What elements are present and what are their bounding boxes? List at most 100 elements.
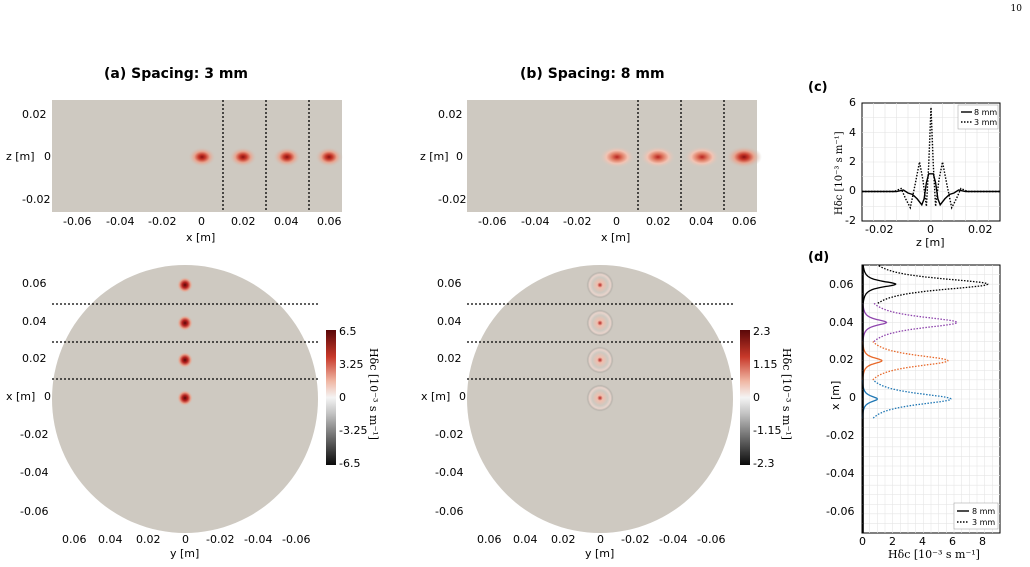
source-spot — [684, 146, 720, 168]
x-tick: -0.04 — [521, 215, 550, 228]
colorbar-title: Hδc [10⁻³ s m⁻¹] — [780, 348, 793, 440]
y-tick: 0 — [597, 533, 604, 546]
z-axis-label: z [m] — [6, 150, 35, 163]
source-spot — [177, 390, 193, 406]
source-spot — [315, 147, 343, 167]
x-tick: 6 — [949, 535, 956, 548]
legend-box — [957, 104, 999, 130]
x-tick: 8 — [979, 535, 986, 548]
y-tick: -0.06 — [826, 505, 855, 518]
colorbar-gradient — [326, 330, 336, 465]
panel-a-title: (a) Spacing: 3 mm — [104, 66, 249, 82]
x-tick: 0.06 — [437, 277, 462, 290]
series-line-3-mm — [862, 107, 1000, 210]
colorbar-tick: 0 — [753, 391, 760, 404]
y-tick: -0.06 — [697, 533, 726, 546]
x-tick: -0.02 — [148, 215, 177, 228]
x-tick: 0.06 — [317, 215, 342, 228]
y-tick: 0.04 — [829, 316, 854, 329]
series-peak-3-mm — [877, 264, 989, 304]
colorbar-tick: 1.15 — [753, 358, 778, 371]
chart-d: 8 mm 3 mm — [861, 264, 1001, 534]
legend: 8 mm3 mm — [957, 104, 999, 130]
colorbar-tick: 6.5 — [339, 325, 357, 338]
panel-b-top-field — [467, 100, 762, 212]
x-axis-label: x [m] — [601, 231, 631, 244]
x-tick: -0.02 — [563, 215, 592, 228]
colorbar-title: Hδc [10⁻³ s m⁻¹] — [367, 348, 380, 440]
z-tick: -0.02 — [22, 193, 51, 206]
colorbar-tick: -1.15 — [753, 424, 782, 437]
source-ring — [586, 384, 614, 412]
x-axis-label: Hδc [10⁻³ s m⁻¹] — [888, 548, 980, 561]
colorbar-b — [740, 330, 750, 465]
legend-label: 3 mm — [972, 518, 995, 527]
series-line-8-mm — [862, 173, 1000, 207]
y-tick: 0 — [182, 533, 189, 546]
panel-b-disk-field — [467, 265, 733, 533]
source-ring — [586, 346, 614, 374]
x-axis-label: z [m] — [916, 236, 945, 249]
y-tick: 0.06 — [62, 533, 87, 546]
y-tick: -0.02 — [621, 533, 650, 546]
z-axis-label: z [m] — [420, 150, 449, 163]
panel-a-disk-field — [52, 265, 318, 533]
y-tick: -0.02 — [826, 429, 855, 442]
series-peak-3-mm — [872, 341, 949, 381]
y-tick: -0.04 — [659, 533, 688, 546]
series-peak-3-mm — [872, 379, 952, 419]
x-tick: 0.04 — [274, 215, 299, 228]
x-tick: 2 — [889, 535, 896, 548]
x-tick: -0.06 — [478, 215, 507, 228]
source-spot — [177, 277, 193, 293]
colorbar-tick: -3.25 — [339, 424, 368, 437]
colorbar-a — [326, 330, 336, 465]
y-tick: 0.04 — [98, 533, 123, 546]
source-spot — [177, 315, 193, 331]
y-axis-label: x [m] — [829, 380, 842, 410]
x-tick: -0.04 — [20, 466, 49, 479]
x-tick: 0.04 — [689, 215, 714, 228]
z-tick: -0.02 — [438, 193, 467, 206]
y-tick: -0.04 — [244, 533, 273, 546]
x-tick: 0.04 — [437, 315, 462, 328]
x-tick: 0.02 — [231, 215, 256, 228]
y-tick: 0.02 — [551, 533, 576, 546]
colorbar-tick: -2.3 — [753, 457, 775, 470]
y-tick: -0.02 — [206, 533, 235, 546]
y-axis-label: y [m] — [585, 547, 615, 560]
y-tick: 6 — [849, 96, 856, 109]
x-tick: -0.02 — [865, 223, 894, 236]
x-tick: -0.06 — [63, 215, 92, 228]
y-tick: 2 — [849, 155, 856, 168]
x-tick: 0.02 — [646, 215, 671, 228]
z-tick: 0.02 — [22, 108, 47, 121]
source-spot — [273, 147, 301, 167]
x-tick: -0.04 — [435, 466, 464, 479]
source-spot — [188, 147, 216, 167]
x-axis-label: x [m] — [6, 390, 36, 403]
x-tick: 0 — [927, 223, 934, 236]
source-ring — [586, 271, 614, 299]
x-tick: -0.04 — [106, 215, 135, 228]
x-axis-label: x [m] — [186, 231, 216, 244]
source-spot — [640, 146, 676, 168]
x-tick: 0 — [44, 390, 51, 403]
y-tick: 0.06 — [477, 533, 502, 546]
source-spot — [177, 352, 193, 368]
x-axis-label: x [m] — [421, 390, 451, 403]
colorbar-gradient — [740, 330, 750, 465]
y-tick: 0.06 — [829, 278, 854, 291]
x-tick: 0.02 — [968, 223, 993, 236]
x-tick: 0 — [459, 390, 466, 403]
y-tick: 4 — [849, 126, 856, 139]
x-tick: 0.04 — [22, 315, 47, 328]
y-tick: 0.04 — [513, 533, 538, 546]
y-tick: -0.04 — [826, 467, 855, 480]
y-axis-label: Hδc [10⁻³ s m⁻¹] — [834, 131, 845, 215]
legend-label: 8 mm — [974, 108, 997, 117]
x-tick: 0 — [859, 535, 866, 548]
colorbar-tick: 0 — [339, 391, 346, 404]
legend-label: 3 mm — [974, 118, 997, 127]
colorbar-tick: 2.3 — [753, 325, 771, 338]
